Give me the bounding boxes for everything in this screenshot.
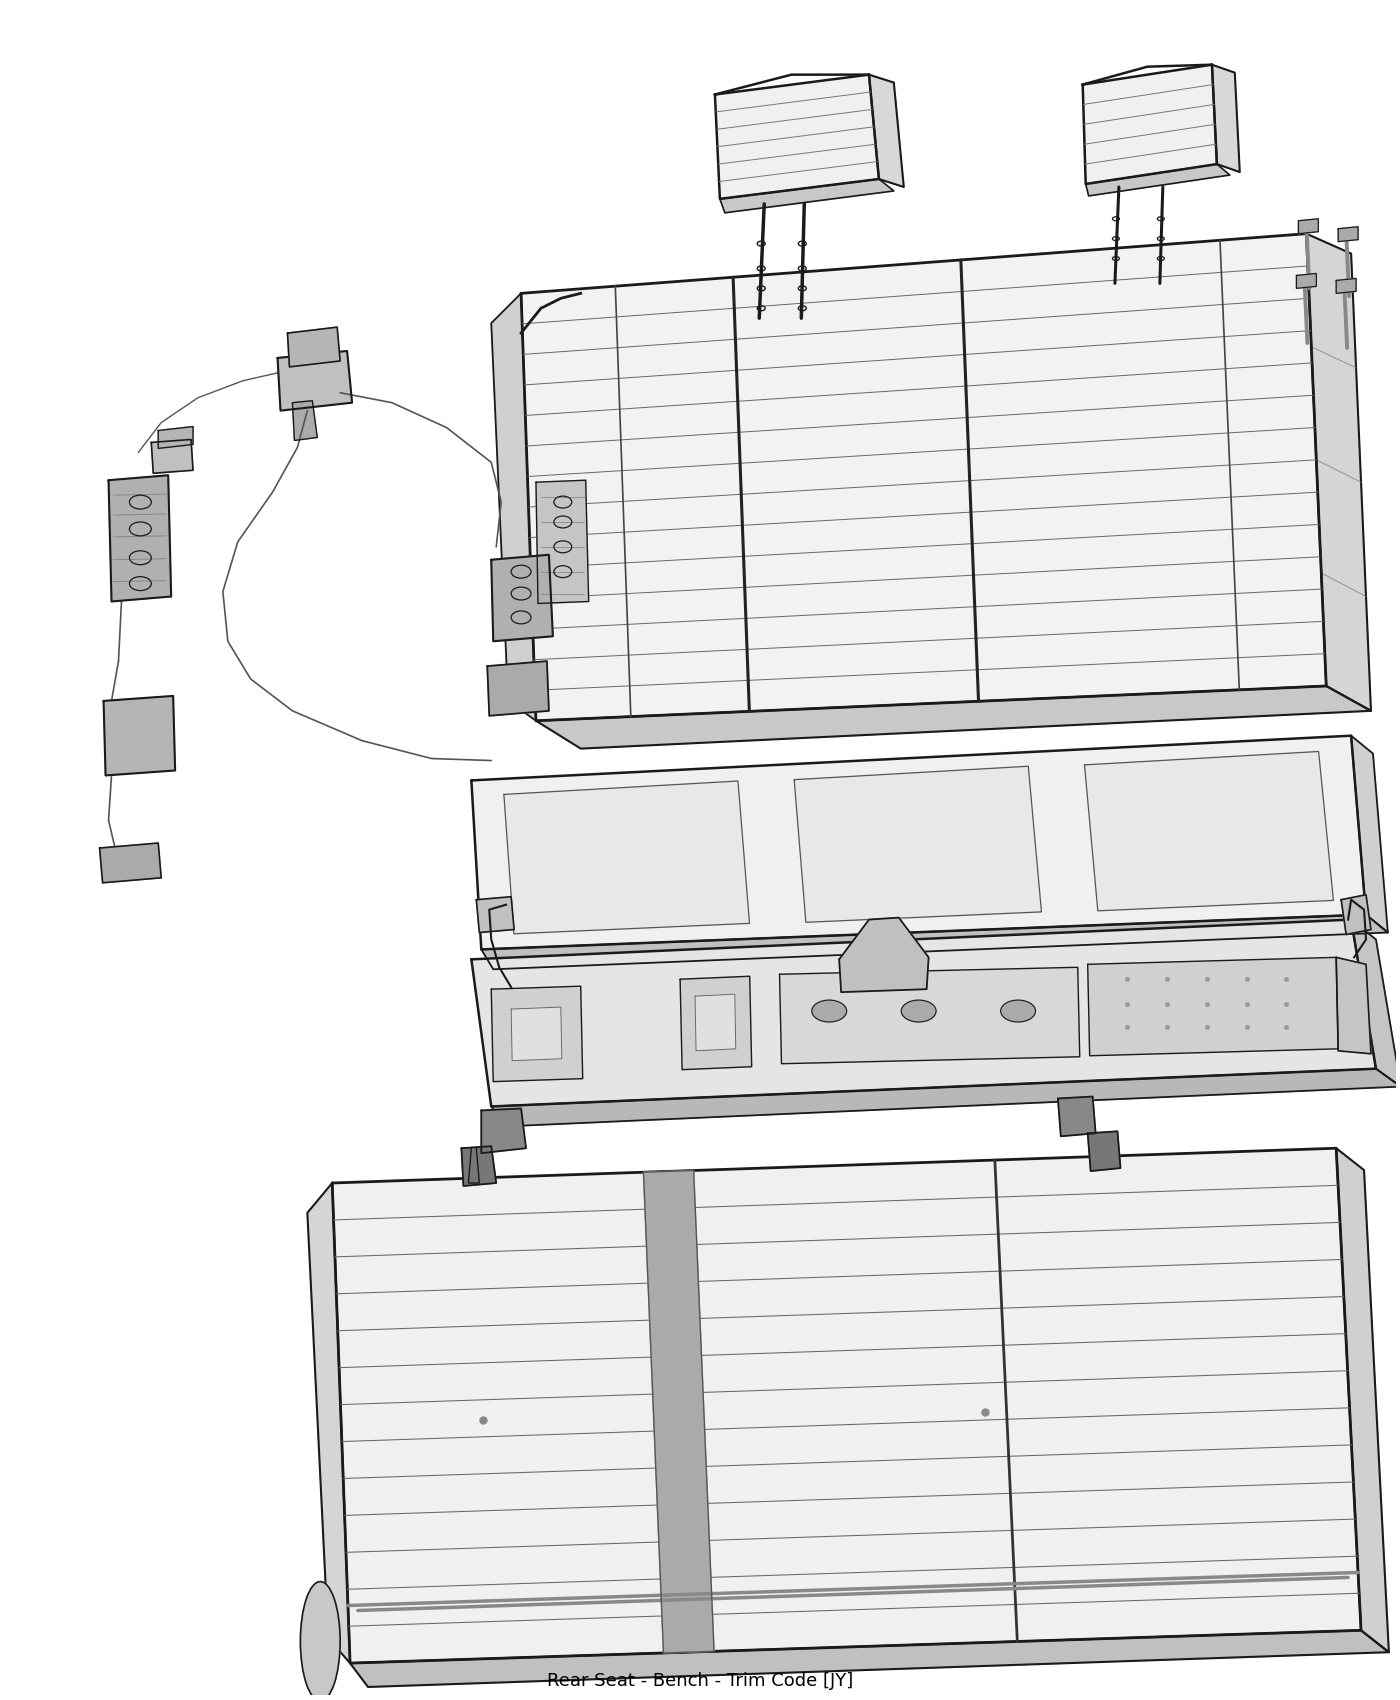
Text: Rear Seat - Bench - Trim Code [JY]: Rear Seat - Bench - Trim Code [JY] bbox=[547, 1673, 853, 1690]
Polygon shape bbox=[1298, 219, 1319, 233]
Polygon shape bbox=[1336, 957, 1371, 1054]
Polygon shape bbox=[1296, 274, 1316, 289]
Polygon shape bbox=[104, 695, 175, 775]
Polygon shape bbox=[491, 1069, 1400, 1127]
Polygon shape bbox=[504, 780, 749, 933]
Polygon shape bbox=[109, 476, 171, 602]
Polygon shape bbox=[521, 233, 1326, 721]
Polygon shape bbox=[158, 427, 193, 449]
Polygon shape bbox=[287, 326, 340, 367]
Polygon shape bbox=[839, 918, 928, 993]
Polygon shape bbox=[482, 915, 1387, 969]
Polygon shape bbox=[1336, 1148, 1389, 1652]
Polygon shape bbox=[680, 976, 752, 1069]
Polygon shape bbox=[476, 896, 514, 933]
Ellipse shape bbox=[301, 1581, 340, 1700]
Polygon shape bbox=[1088, 957, 1338, 1056]
Polygon shape bbox=[1338, 226, 1358, 241]
Polygon shape bbox=[715, 75, 879, 199]
Polygon shape bbox=[511, 1006, 561, 1061]
Polygon shape bbox=[1082, 65, 1217, 184]
Polygon shape bbox=[462, 1146, 496, 1187]
Polygon shape bbox=[1088, 1130, 1120, 1171]
Polygon shape bbox=[1351, 736, 1387, 933]
Polygon shape bbox=[99, 843, 161, 882]
Polygon shape bbox=[472, 920, 1376, 1107]
Polygon shape bbox=[482, 1108, 526, 1153]
Polygon shape bbox=[308, 1183, 350, 1663]
Polygon shape bbox=[491, 294, 536, 721]
Polygon shape bbox=[1341, 894, 1371, 935]
Polygon shape bbox=[151, 440, 193, 473]
Polygon shape bbox=[1085, 165, 1229, 196]
Polygon shape bbox=[1351, 920, 1400, 1086]
Polygon shape bbox=[293, 401, 318, 440]
Polygon shape bbox=[1058, 1096, 1096, 1136]
Polygon shape bbox=[694, 994, 736, 1051]
Polygon shape bbox=[277, 350, 351, 411]
Polygon shape bbox=[644, 1171, 714, 1652]
Polygon shape bbox=[491, 554, 553, 641]
Polygon shape bbox=[332, 1148, 1361, 1663]
Ellipse shape bbox=[812, 1000, 847, 1022]
Polygon shape bbox=[720, 178, 893, 212]
Ellipse shape bbox=[902, 1000, 937, 1022]
Polygon shape bbox=[350, 1630, 1389, 1686]
Polygon shape bbox=[536, 687, 1371, 748]
Polygon shape bbox=[487, 661, 549, 716]
Polygon shape bbox=[1085, 751, 1333, 911]
Polygon shape bbox=[491, 986, 582, 1081]
Polygon shape bbox=[1336, 279, 1357, 294]
Polygon shape bbox=[1306, 233, 1371, 711]
Polygon shape bbox=[794, 767, 1042, 923]
Ellipse shape bbox=[1001, 1000, 1036, 1022]
Polygon shape bbox=[1212, 65, 1240, 172]
Polygon shape bbox=[536, 479, 588, 604]
Polygon shape bbox=[472, 736, 1366, 949]
Polygon shape bbox=[869, 75, 904, 187]
Polygon shape bbox=[780, 967, 1079, 1064]
